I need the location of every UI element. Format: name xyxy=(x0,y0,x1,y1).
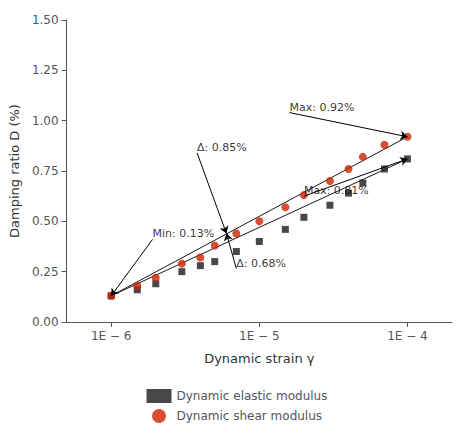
svg-text:Min: 0.13%: Min: 0.13% xyxy=(152,227,214,240)
svg-text:1.25: 1.25 xyxy=(32,63,59,77)
svg-text:0.00: 0.00 xyxy=(32,315,59,329)
svg-text:Max: 0.81%: Max: 0.81% xyxy=(304,184,369,197)
svg-text:Δ: 0.85%: Δ: 0.85% xyxy=(197,141,247,154)
svg-text:Dynamic strain γ: Dynamic strain γ xyxy=(204,351,315,366)
svg-text:Max: 0.92%: Max: 0.92% xyxy=(290,101,355,114)
svg-text:1.00: 1.00 xyxy=(32,114,59,128)
svg-text:Damping ratio D (%): Damping ratio D (%) xyxy=(7,104,22,238)
svg-text:1.50: 1.50 xyxy=(32,13,59,27)
svg-text:Dynamic elastic modulus: Dynamic elastic modulus xyxy=(177,389,328,403)
svg-text:0.50: 0.50 xyxy=(32,214,59,228)
svg-text:1E − 6: 1E − 6 xyxy=(91,329,132,343)
svg-text:1E − 4: 1E − 4 xyxy=(387,329,428,343)
svg-text:Dynamic shear modulus: Dynamic shear modulus xyxy=(177,409,323,423)
svg-text:Δ: 0.68%: Δ: 0.68% xyxy=(236,257,286,270)
svg-text:0.75: 0.75 xyxy=(32,164,59,178)
svg-text:1E − 5: 1E − 5 xyxy=(239,329,280,343)
svg-text:0.25: 0.25 xyxy=(32,265,59,279)
